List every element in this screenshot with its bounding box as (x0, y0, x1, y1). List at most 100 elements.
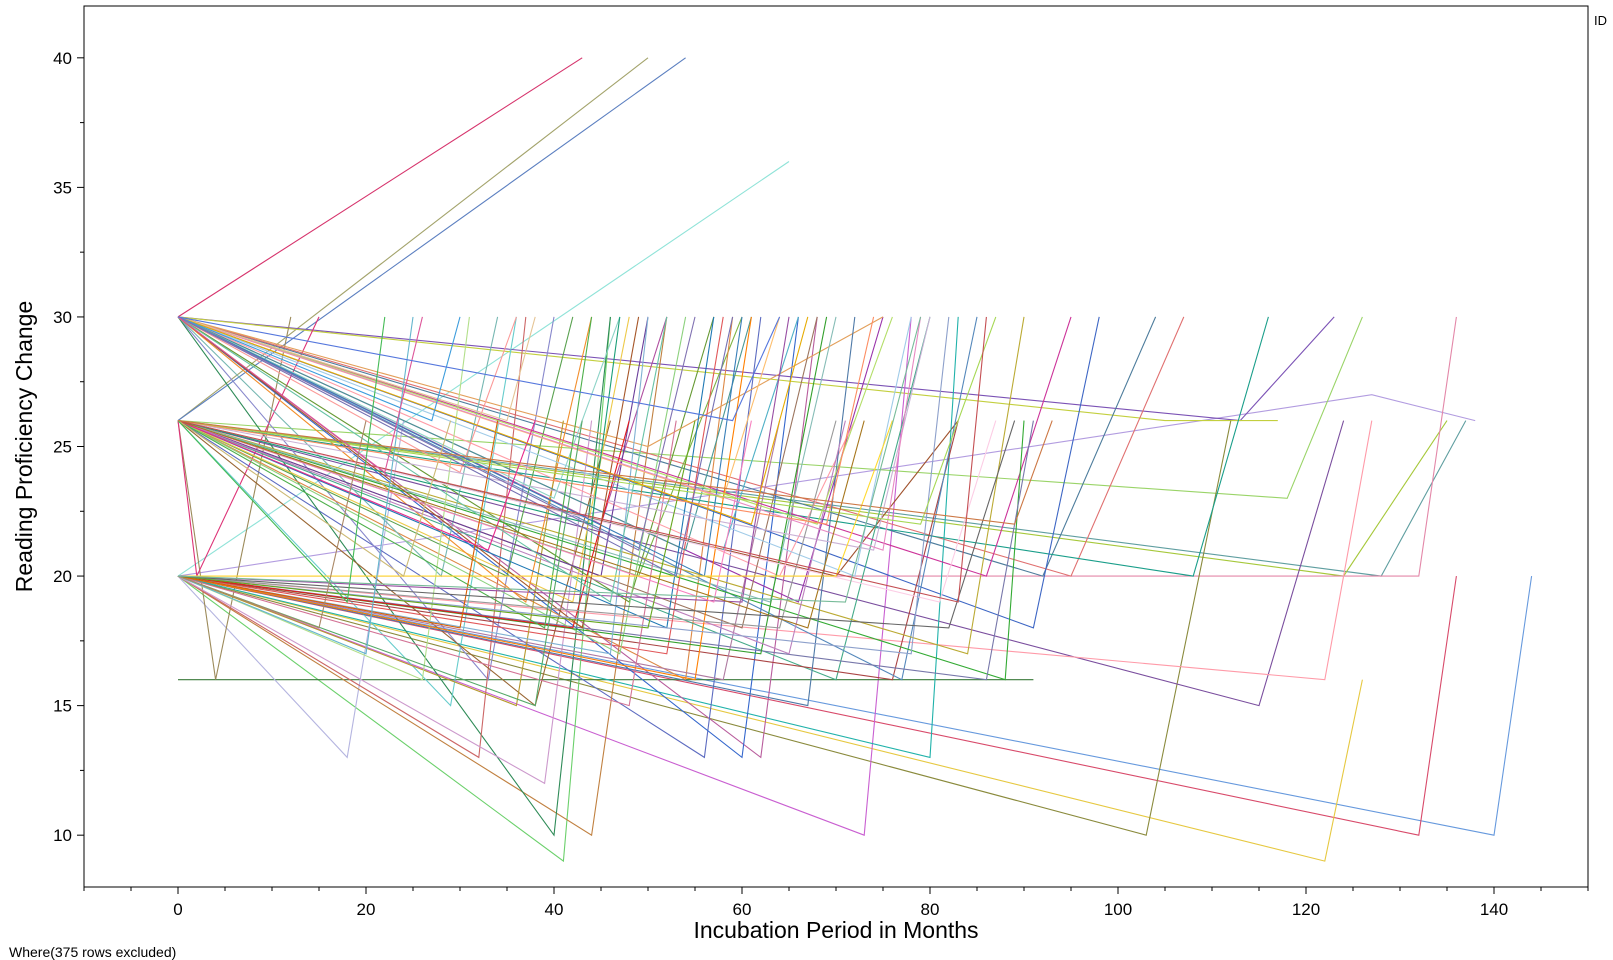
series-line (177, 316, 527, 759)
series-line (177, 420, 1034, 681)
series-line (177, 420, 865, 629)
series-line (177, 57, 686, 422)
series-line (177, 420, 1053, 525)
series-line (177, 316, 884, 448)
series-line (177, 316, 922, 551)
series-line (177, 316, 517, 707)
series-line (177, 316, 790, 603)
x-axis: 0 20 40 60 80 100 120 140 (83, 887, 1589, 919)
series-line (177, 316, 931, 551)
series-line (177, 316, 292, 680)
series-line (177, 316, 809, 525)
series-line (177, 420, 959, 681)
series-line (177, 316, 470, 681)
series-line (177, 316, 640, 629)
y-axis: 10 15 20 25 30 35 40 (53, 49, 84, 845)
series-line (177, 420, 1345, 707)
legend-title: ID (1594, 13, 1607, 28)
series-line (177, 316, 893, 525)
series-line (177, 316, 1072, 577)
series-line (177, 420, 405, 759)
series-line (177, 420, 499, 629)
series-line (177, 316, 386, 604)
y-tick-label: 40 (53, 49, 72, 68)
x-tick-label: 120 (1292, 900, 1320, 919)
series-line (177, 316, 536, 422)
series-line (177, 420, 696, 629)
series-line (177, 420, 593, 785)
series-line (177, 316, 837, 603)
series-line (177, 316, 950, 655)
series-line (177, 316, 611, 837)
x-tick-label: 0 (173, 900, 182, 919)
series-line (177, 316, 734, 577)
series-line (177, 316, 630, 603)
series-line (177, 316, 621, 525)
y-tick-label: 15 (53, 697, 72, 716)
y-tick-label: 10 (53, 826, 72, 845)
series-line (177, 316, 959, 759)
y-tick-label: 20 (53, 567, 72, 586)
series-line (177, 316, 1363, 499)
series-line (177, 316, 724, 655)
series-line (177, 316, 799, 759)
x-tick-label: 60 (733, 900, 752, 919)
series-line (177, 316, 752, 681)
y-tick-label: 25 (53, 438, 72, 457)
x-tick-label: 100 (1104, 900, 1132, 919)
series-line (177, 316, 752, 551)
series-line (177, 420, 781, 681)
x-axis-title: Incubation Period in Months (693, 917, 978, 943)
series-line (177, 316, 1025, 655)
series-line (177, 316, 715, 603)
series-line (177, 575, 1457, 836)
series-line (177, 316, 414, 655)
x-tick-label: 40 (545, 900, 564, 919)
series-line (177, 316, 1278, 422)
series-layer (177, 57, 1533, 863)
series-line (177, 316, 621, 500)
series-line (177, 316, 922, 603)
series-line (177, 420, 536, 551)
series-line (177, 420, 1016, 629)
excluded-rows-note: Where(375 rows excluded) (9, 944, 177, 960)
series-line (177, 420, 677, 707)
series-line (177, 316, 649, 655)
series-line (177, 316, 555, 681)
series-line (177, 420, 1232, 836)
series-line (177, 316, 997, 525)
series-line (177, 316, 818, 759)
series-line (177, 316, 912, 836)
series-line (177, 420, 564, 707)
x-tick-label: 140 (1480, 900, 1508, 919)
series-line (177, 57, 583, 318)
series-line (177, 575, 1363, 862)
series-line (177, 316, 931, 681)
series-line (177, 316, 593, 603)
series-line (177, 316, 668, 603)
series-line (177, 316, 1157, 577)
series-line (177, 316, 668, 837)
series-line (177, 420, 367, 629)
series-line (177, 420, 452, 577)
x-tick-label: 20 (357, 900, 376, 919)
series-line (177, 316, 687, 655)
series-line (177, 316, 1185, 577)
series-line (177, 316, 593, 629)
series-line (177, 316, 461, 422)
series-line (177, 316, 987, 603)
series-line (177, 316, 423, 474)
series-line (177, 161, 790, 577)
series-line (178, 420, 893, 577)
series-line (177, 316, 781, 422)
series-line (177, 57, 649, 422)
series-line (177, 316, 912, 577)
y-tick-label: 35 (53, 178, 72, 197)
series-line (177, 420, 752, 603)
series-line (177, 316, 517, 474)
series-line (177, 420, 837, 629)
series-line (177, 420, 611, 707)
y-tick-label: 30 (53, 308, 72, 327)
y-axis-title: Reading Proficiency Change (11, 301, 37, 593)
